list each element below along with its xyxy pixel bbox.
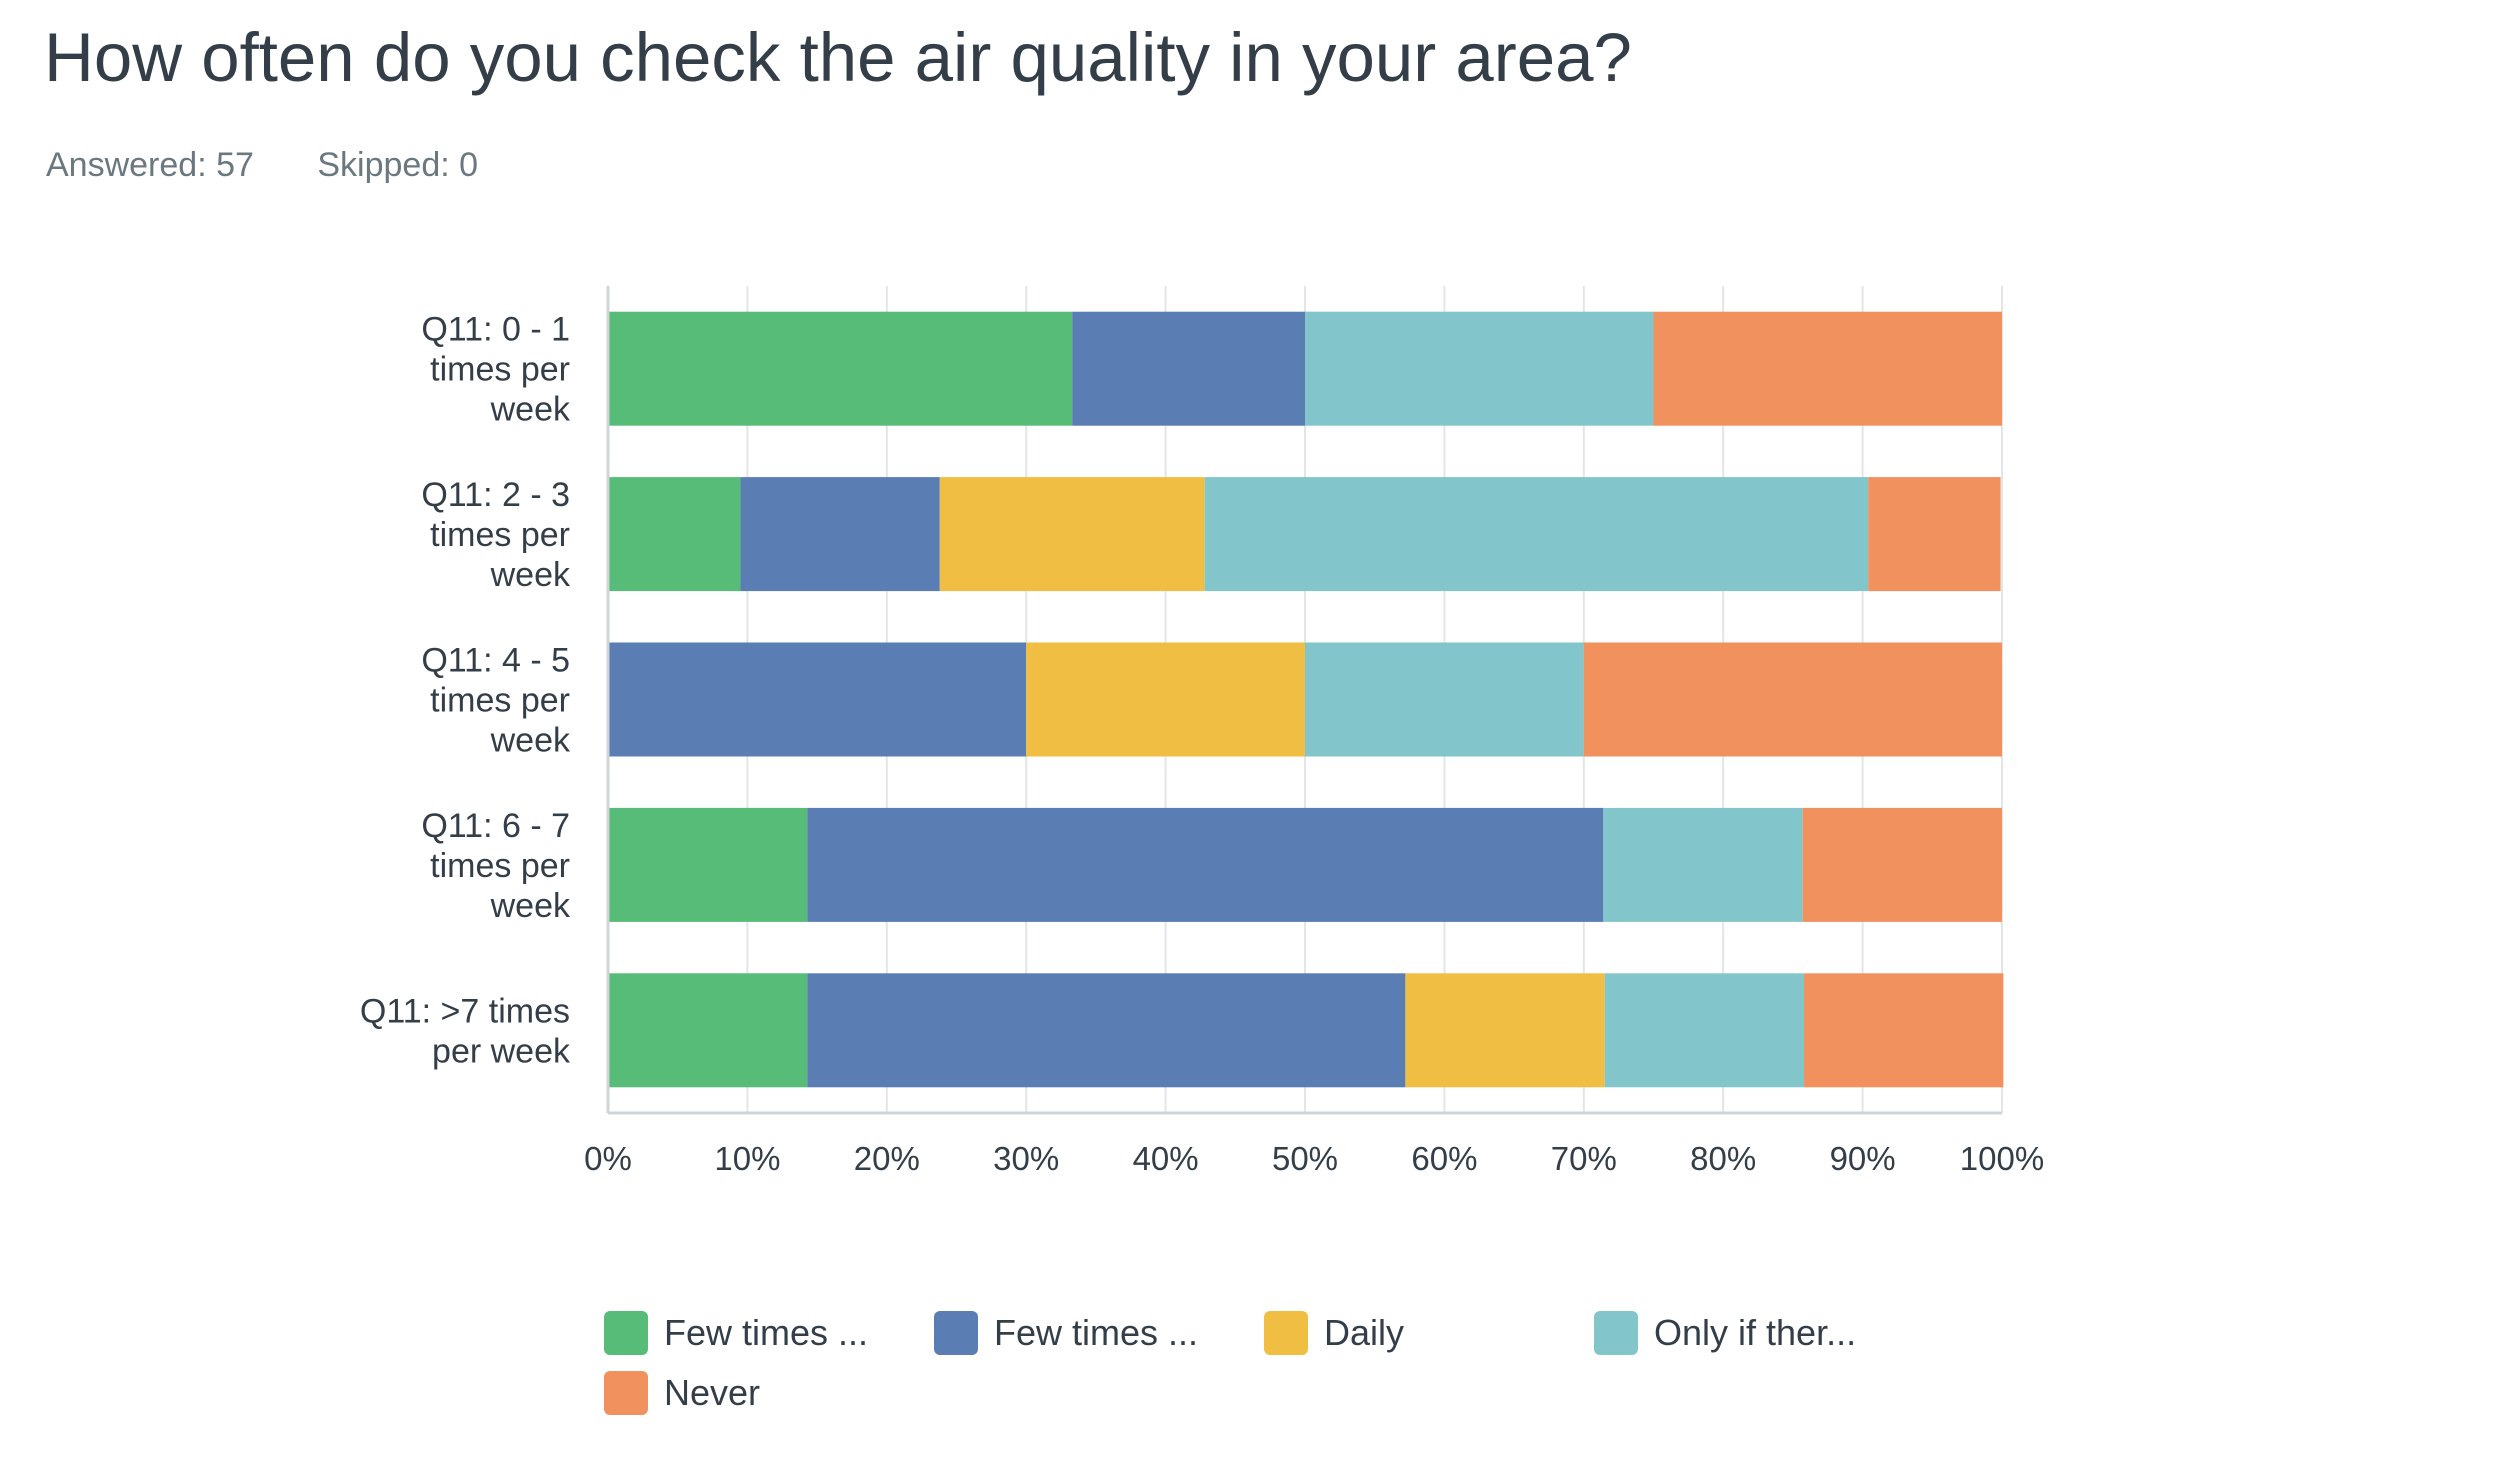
- legend-item[interactable]: Few times ...: [934, 1310, 1264, 1356]
- x-tick-label: 20%: [854, 1140, 920, 1177]
- legend-swatch: [1594, 1311, 1638, 1355]
- legend-label: Few times ...: [664, 1312, 869, 1353]
- bar-segment: [1802, 807, 2002, 922]
- bar-segment: [1072, 311, 1305, 426]
- x-tick-label: 50%: [1272, 1140, 1338, 1177]
- bar-segment: [1604, 973, 1805, 1088]
- y-tick-label: Q11: >7 times per week: [360, 992, 571, 1070]
- bar-segment: [1026, 642, 1305, 757]
- x-tick-label: 80%: [1690, 1140, 1756, 1177]
- legend-label: Never: [664, 1372, 761, 1413]
- legend-item[interactable]: Daily: [1264, 1310, 1594, 1356]
- x-tick-label: 0%: [584, 1140, 632, 1177]
- legend-swatch: [604, 1371, 648, 1415]
- legend-label: Only if ther...: [1654, 1312, 1857, 1353]
- legend-item[interactable]: Few times ...: [604, 1310, 934, 1356]
- bar-segment: [608, 477, 741, 592]
- x-tick-label: 70%: [1551, 1140, 1617, 1177]
- legend-item[interactable]: Only if ther...: [1594, 1310, 1924, 1356]
- bar-segment: [608, 311, 1073, 426]
- bar-segment: [807, 973, 1406, 1088]
- x-tick-label: 40%: [1133, 1140, 1199, 1177]
- y-tick-label: Q11: 2 - 3 times per week: [421, 476, 571, 594]
- x-tick-label: 30%: [993, 1140, 1059, 1177]
- legend-item[interactable]: Never: [604, 1370, 934, 1416]
- legend-label: Daily: [1324, 1312, 1405, 1353]
- bar-segment: [939, 477, 1205, 592]
- stacked-bar-chart: Q11: 0 - 1 times per week Q11: 2 - 3 times p…: [360, 286, 2044, 1177]
- bar-segment: [608, 642, 1027, 757]
- bar-segment: [1868, 477, 2001, 592]
- chart-legend: Few times ... Few times ... Daily Only if t…: [604, 1310, 1924, 1416]
- x-tick-label: 100%: [1960, 1140, 2044, 1177]
- legend-swatch: [604, 1311, 648, 1355]
- response-stats: Answered: 57 Skipped: 0: [46, 146, 532, 185]
- bar-segment: [1405, 973, 1605, 1088]
- y-tick-label: Q11: 0 - 1 times per week: [421, 311, 571, 429]
- skipped-count: Skipped: 0: [317, 146, 479, 184]
- bar-segment: [1305, 311, 1654, 426]
- x-tick-label: 60%: [1411, 1140, 1477, 1177]
- bar-segment: [608, 807, 808, 922]
- x-tick-label: 10%: [714, 1140, 780, 1177]
- legend-label: Few times ...: [994, 1312, 1199, 1353]
- y-tick-label: Q11: 6 - 7 times per week: [421, 807, 571, 925]
- bar-segment: [608, 973, 808, 1088]
- legend-swatch: [1264, 1311, 1308, 1355]
- bar-segment: [1603, 807, 1803, 922]
- answered-count: Answered: 57: [46, 146, 254, 184]
- bar-segment: [1583, 642, 2002, 757]
- legend-swatch: [934, 1311, 978, 1355]
- x-tick-label: 90%: [1830, 1140, 1896, 1177]
- bar-segment: [740, 477, 940, 592]
- bar-segment: [807, 807, 1604, 922]
- page-title: How often do you check the air quality i…: [44, 19, 1632, 96]
- bar-segment: [1653, 311, 2002, 426]
- bar-segment: [1204, 477, 1869, 592]
- bar-segment: [1305, 642, 1584, 757]
- bar-segment: [1804, 973, 2004, 1088]
- y-tick-label: Q11: 4 - 5 times per week: [421, 642, 571, 760]
